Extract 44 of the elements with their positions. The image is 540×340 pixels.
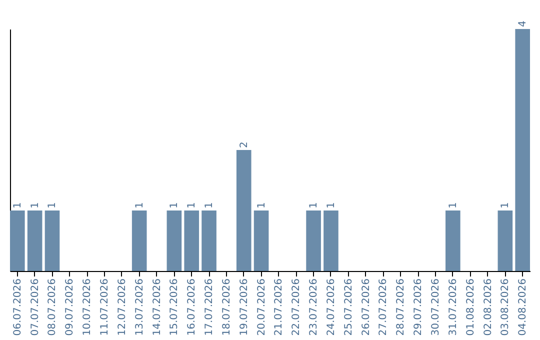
x-tick-label: 26.07.2026: [360, 278, 372, 336]
data-label: 1: [308, 202, 320, 208]
x-tick-label: 17.07.2026: [204, 278, 216, 336]
data-label: 1: [47, 202, 58, 208]
x-tick-label: 30.07.2026: [430, 278, 442, 336]
x-tick-label: 24.07.2026: [326, 278, 337, 336]
x-tick-label: 09.07.2026: [64, 278, 76, 336]
x-tick-label: 02.08.2026: [482, 278, 494, 336]
data-label: 1: [186, 202, 198, 208]
x-tick-label: 27.07.2026: [378, 278, 390, 336]
x-tick-label: 18.07.2026: [221, 278, 232, 336]
x-tick-label: 11.07.2026: [100, 278, 111, 336]
data-label: 1: [134, 202, 146, 208]
x-tick-label: 08.07.2026: [47, 278, 58, 336]
x-tick-label: 31.07.2026: [448, 278, 459, 336]
x-tick-label: 29.07.2026: [413, 278, 424, 336]
data-label: 1: [30, 202, 41, 208]
x-tick-label: 03.08.2026: [500, 278, 512, 336]
x-tick-label: 20.07.2026: [256, 278, 268, 336]
data-label: 1: [326, 202, 337, 208]
x-tick-label: 07.07.2026: [30, 278, 41, 336]
x-tick-label: 22.07.2026: [291, 278, 302, 336]
data-label: 1: [169, 202, 180, 208]
x-tick-label: 15.07.2026: [169, 278, 180, 336]
x-tick-label: 13.07.2026: [134, 278, 146, 336]
data-label: 1: [448, 202, 459, 208]
data-label: 4: [518, 20, 529, 27]
data-label: 1: [12, 202, 24, 208]
x-tick-label: 12.07.2026: [116, 278, 128, 336]
x-tick-label: 21.07.2026: [274, 278, 285, 336]
x-tick-label: 25.07.2026: [343, 278, 354, 336]
x-tick-label: 06.07.2026: [12, 278, 24, 336]
x-tick-label: 14.07.2026: [152, 278, 163, 336]
x-tick-label: 01.08.2026: [465, 278, 476, 336]
x-tick-label: 23.07.2026: [308, 278, 320, 336]
data-label: 1: [500, 202, 512, 208]
x-tick-label: 10.07.2026: [82, 278, 94, 336]
data-label: 1: [204, 202, 216, 208]
x-tick-label: 28.07.2026: [396, 278, 407, 336]
x-tick-label: 04.08.2026: [518, 278, 529, 336]
data-label: 1: [256, 202, 268, 208]
x-tick-label: 16.07.2026: [186, 278, 198, 336]
data-label: 2: [238, 142, 250, 148]
x-tick-label: 19.07.2026: [238, 278, 250, 336]
